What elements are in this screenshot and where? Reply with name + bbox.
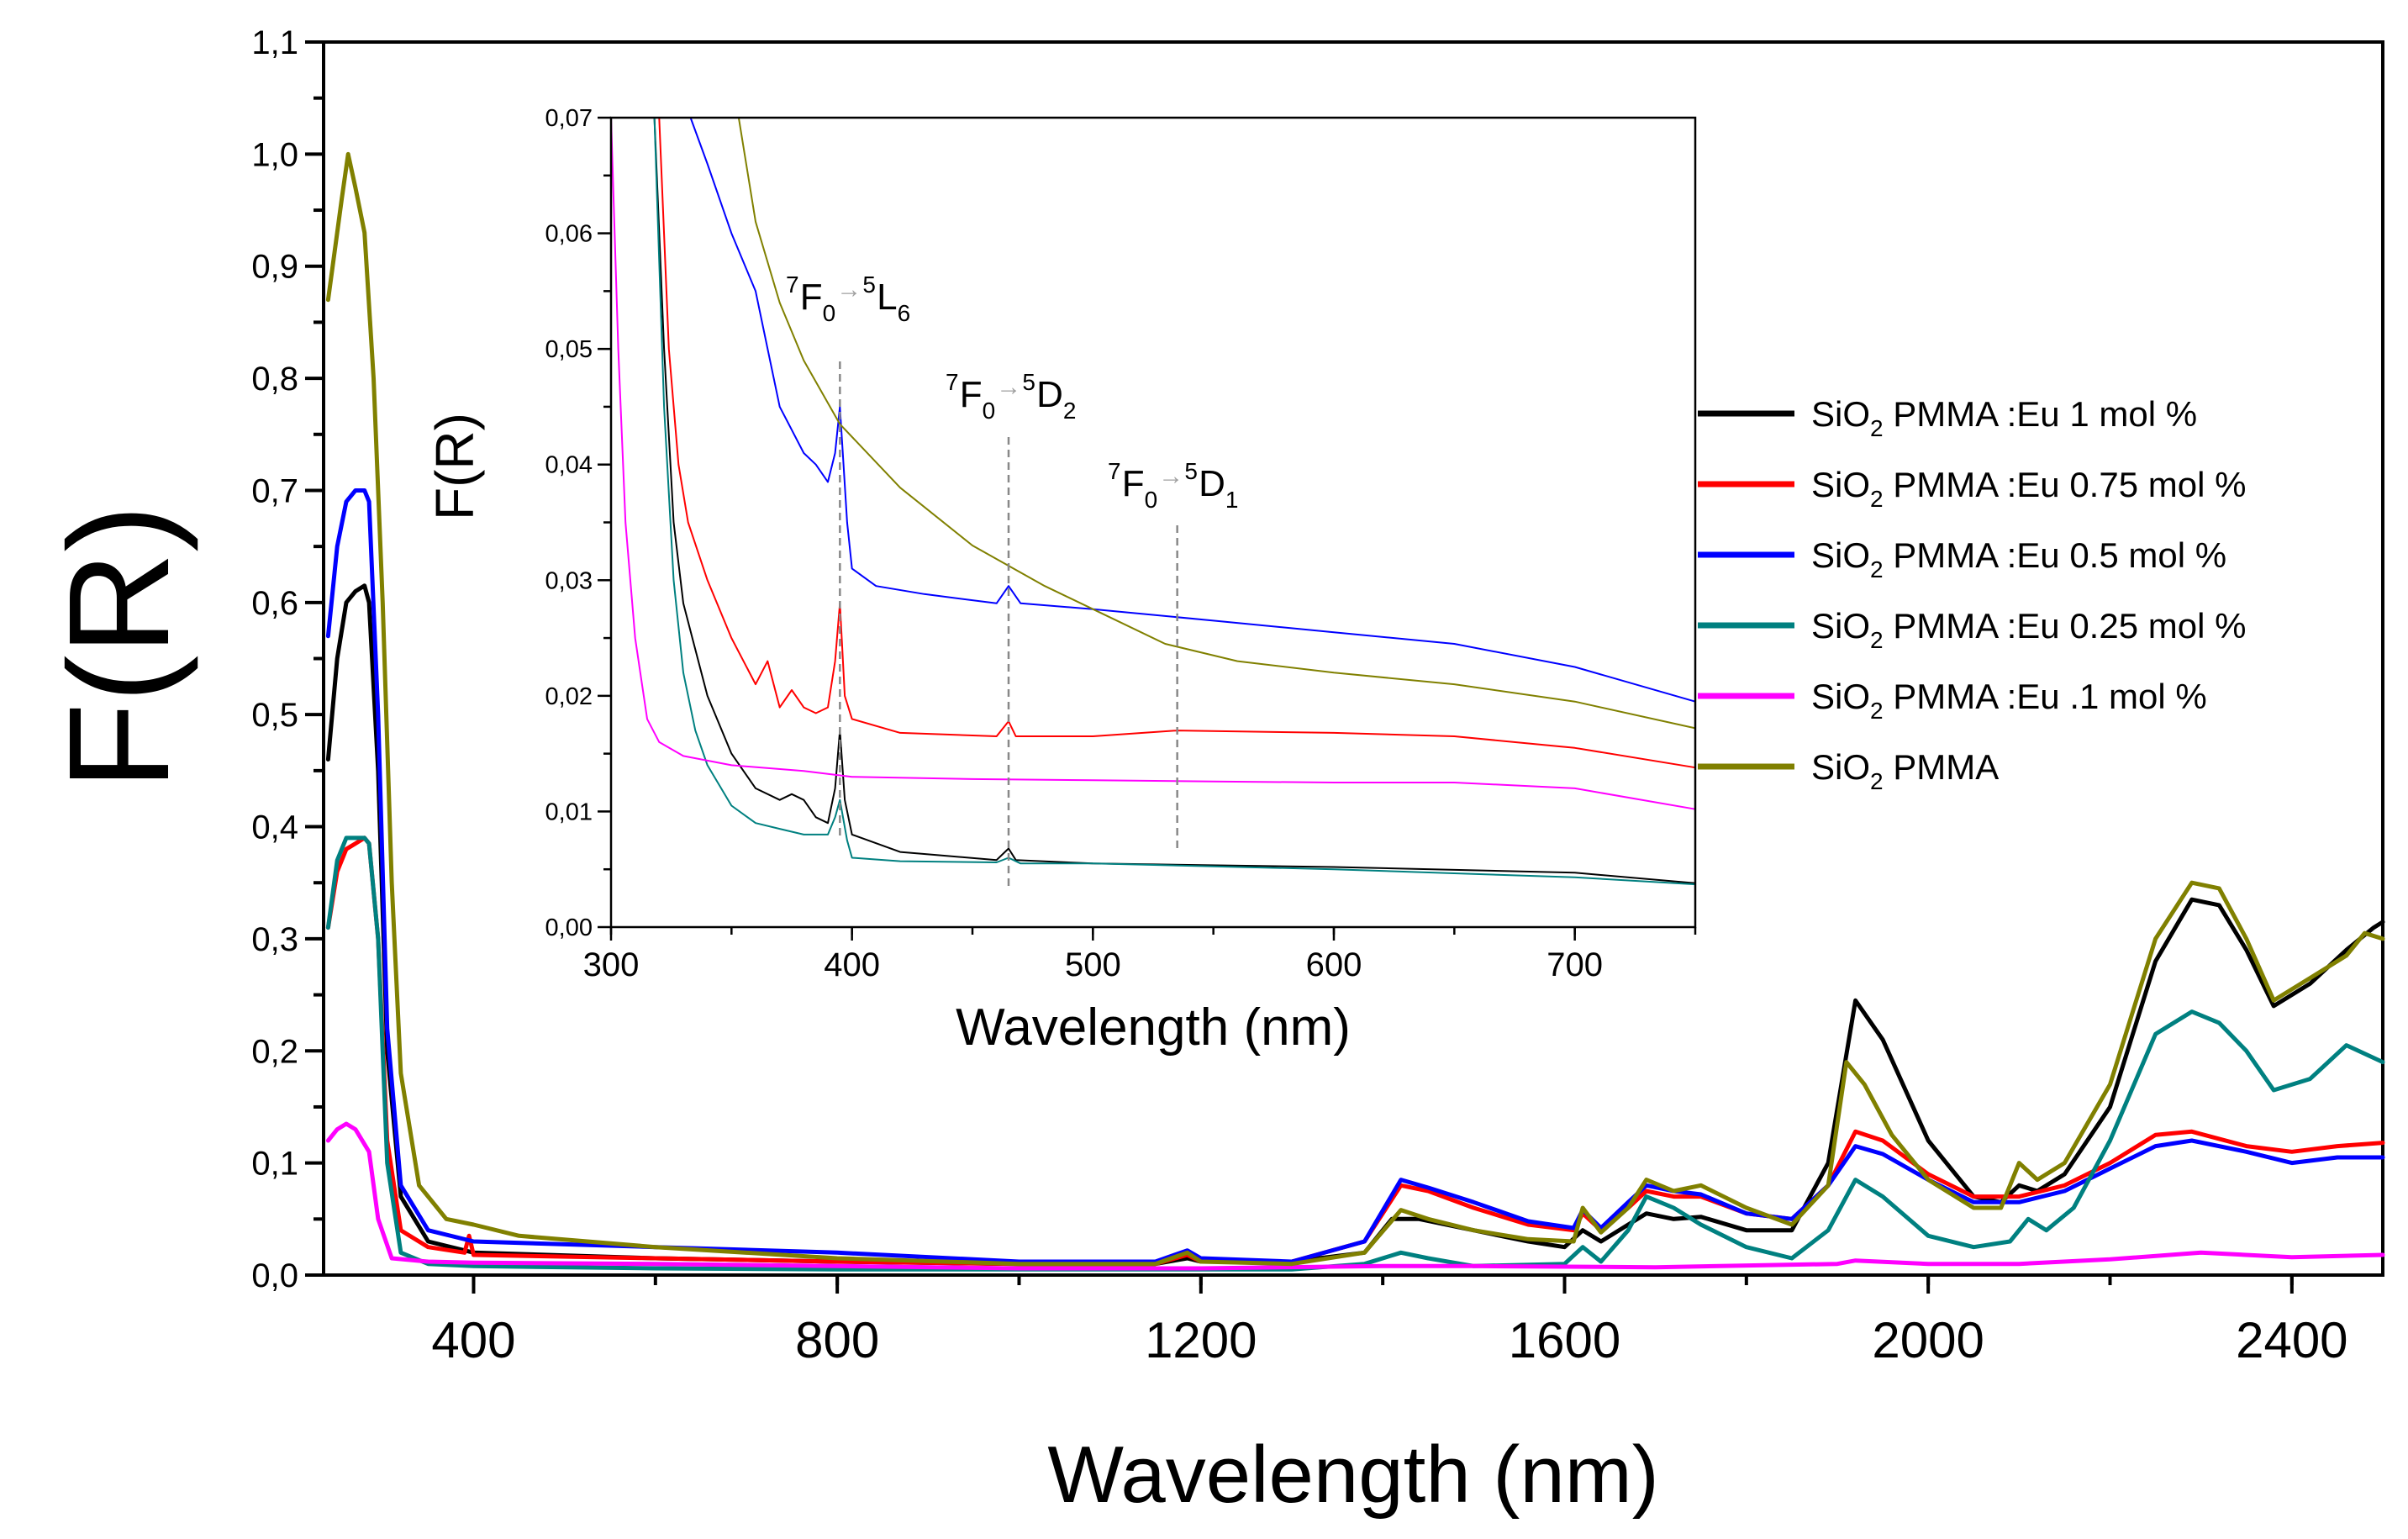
main-plot: 400 800 1200 1600 2000 2400 0,00,10,20,30,40,… <box>40 24 2385 1520</box>
main-x-tick-label: 1600 <box>1509 1312 1620 1368</box>
inset-x-tick-label: 400 <box>824 946 880 983</box>
main-series-sio2-pmma-eu-0-75-mol-1 <box>325 835 2385 1267</box>
inset-y-tick-label: 0,05 <box>545 336 593 363</box>
legend-item-2: SiO2 PMMA :Eu 0.5 mol % <box>1698 535 2226 582</box>
legend-label: SiO2 PMMA :Eu 0.25 mol % <box>1811 606 2246 653</box>
inset-series-sio2-pmma-eu-1-mol-0 <box>653 117 1696 884</box>
main-y-tick-label: 0,4 <box>251 809 298 846</box>
inset-y-tick-label: 0,02 <box>545 683 593 710</box>
main-series-sio2-pmma-eu-1-mol-4 <box>325 1121 2385 1271</box>
main-y-axis-title: F(R) <box>40 504 199 790</box>
inset-y-tick-label: 0,00 <box>545 914 593 941</box>
legend-label: SiO2 PMMA :Eu 1 mol % <box>1811 394 2197 441</box>
inset-plot-background <box>611 118 1695 927</box>
inset-series-sio2-pmma-5 <box>737 117 1696 730</box>
inset-annotation-label: 7 F0 → 5 D1 <box>1108 458 1238 513</box>
legend-label: SiO2 PMMA <box>1811 747 1999 794</box>
legend-item-5: SiO2 PMMA <box>1698 747 1999 794</box>
inset-x-axis-title: Wavelength (nm) <box>956 999 1351 1057</box>
main-x-tick-label: 2400 <box>2236 1312 2347 1368</box>
inset-y-tick-label: 0,04 <box>545 452 593 479</box>
main-x-tick-label: 1200 <box>1145 1312 1257 1368</box>
inset-x-axis: 300 400 500 600 700 <box>583 927 1697 983</box>
inset-annotation-label: 7 F0 → 5 D2 <box>946 369 1076 424</box>
inset-y-axis: 0,00 0,01 0,02 0,03 0,04 0,05 0,06 0,07 <box>545 105 611 941</box>
legend-item-0: SiO2 PMMA :Eu 1 mol % <box>1698 394 2197 441</box>
main-x-tick-label: 400 <box>431 1312 515 1368</box>
legend-label: SiO2 PMMA :Eu 0.5 mol % <box>1811 535 2226 582</box>
legend-label: SiO2 PMMA :Eu 0.75 mol % <box>1811 465 2246 512</box>
main-series-group <box>325 151 2385 1272</box>
main-y-tick-label: 0,3 <box>251 921 298 958</box>
main-y-tick-label: 0,7 <box>251 472 298 509</box>
inset-series-sio2-pmma-eu-0-25-mol-3 <box>653 117 1696 886</box>
inset-y-tick-label: 0,03 <box>545 567 593 594</box>
legend-item-4: SiO2 PMMA :Eu .1 mol % <box>1698 677 2207 724</box>
main-y-tick-label: 0,6 <box>251 585 298 622</box>
inset-y-tick-label: 0,06 <box>545 221 593 248</box>
main-y-tick-label: 0,8 <box>251 361 298 398</box>
inset-x-tick-label: 300 <box>583 946 640 983</box>
main-x-tick-label: 800 <box>795 1312 879 1368</box>
legend: SiO2 PMMA :Eu 1 mol % SiO2 PMMA :Eu 0.75 … <box>1698 394 2246 794</box>
main-y-tick-label: 0,5 <box>251 697 298 734</box>
main-y-tick-label: 0,1 <box>251 1146 298 1183</box>
main-y-tick-label: 0,0 <box>251 1257 298 1294</box>
inset-x-tick-label: 700 <box>1546 946 1603 983</box>
main-y-tick-label: 0,9 <box>251 249 298 286</box>
main-series-sio2-pmma-5 <box>325 151 2385 1267</box>
inset-series-group <box>610 117 1696 886</box>
inset-y-tick-label: 0,01 <box>545 798 593 825</box>
inset-annotation-label: 7 F0 → 5 L6 <box>786 271 910 326</box>
main-y-tick-label: 1,0 <box>251 136 298 173</box>
inset-series-sio2-pmma-eu-1-mol-4 <box>610 117 1696 810</box>
main-y-tick-label: 1,1 <box>251 24 298 61</box>
inset-x-tick-label: 500 <box>1065 946 1121 983</box>
inset-x-tick-label: 600 <box>1306 946 1362 983</box>
inset-series-sio2-pmma-eu-0-5-mol-2 <box>689 117 1696 703</box>
main-x-axis: 400 800 1200 1600 2000 2400 <box>431 1275 2348 1368</box>
main-x-axis-title: Wavelength (nm) <box>1047 1430 1658 1520</box>
inset-series-sio2-pmma-eu-0-75-mol-1 <box>658 117 1696 769</box>
main-x-tick-label: 2000 <box>1872 1312 1984 1368</box>
inset-y-axis-title: F(R) <box>424 413 485 520</box>
legend-label: SiO2 PMMA :Eu .1 mol % <box>1811 677 2207 724</box>
main-series-sio2-pmma-eu-1-mol-0 <box>325 583 2385 1267</box>
main-y-tick-label: 0,2 <box>251 1033 298 1070</box>
legend-item-1: SiO2 PMMA :Eu 0.75 mol % <box>1698 465 2246 512</box>
main-y-axis: 0,0 0,1 0,2 0,3 0,4 0,5 0,6 0,7 0,8 0,9 1,0 1,1 <box>251 24 324 1294</box>
inset-plot: 7 F0 → 5 L6 7 F0 → 5 D2 7 F0 → 5 D1 300 4… <box>424 105 1697 1057</box>
main-series-sio2-pmma-eu-0-5-mol-2 <box>325 488 2385 1264</box>
inset-annotations: 7 F0 → 5 L6 7 F0 → 5 D2 7 F0 → 5 D1 <box>786 271 1238 891</box>
main-series-sio2-pmma-eu-0-25-mol-3 <box>325 835 2385 1272</box>
inset-y-tick-label: 0,07 <box>545 105 593 132</box>
legend-item-3: SiO2 PMMA :Eu 0.25 mol % <box>1698 606 2246 653</box>
